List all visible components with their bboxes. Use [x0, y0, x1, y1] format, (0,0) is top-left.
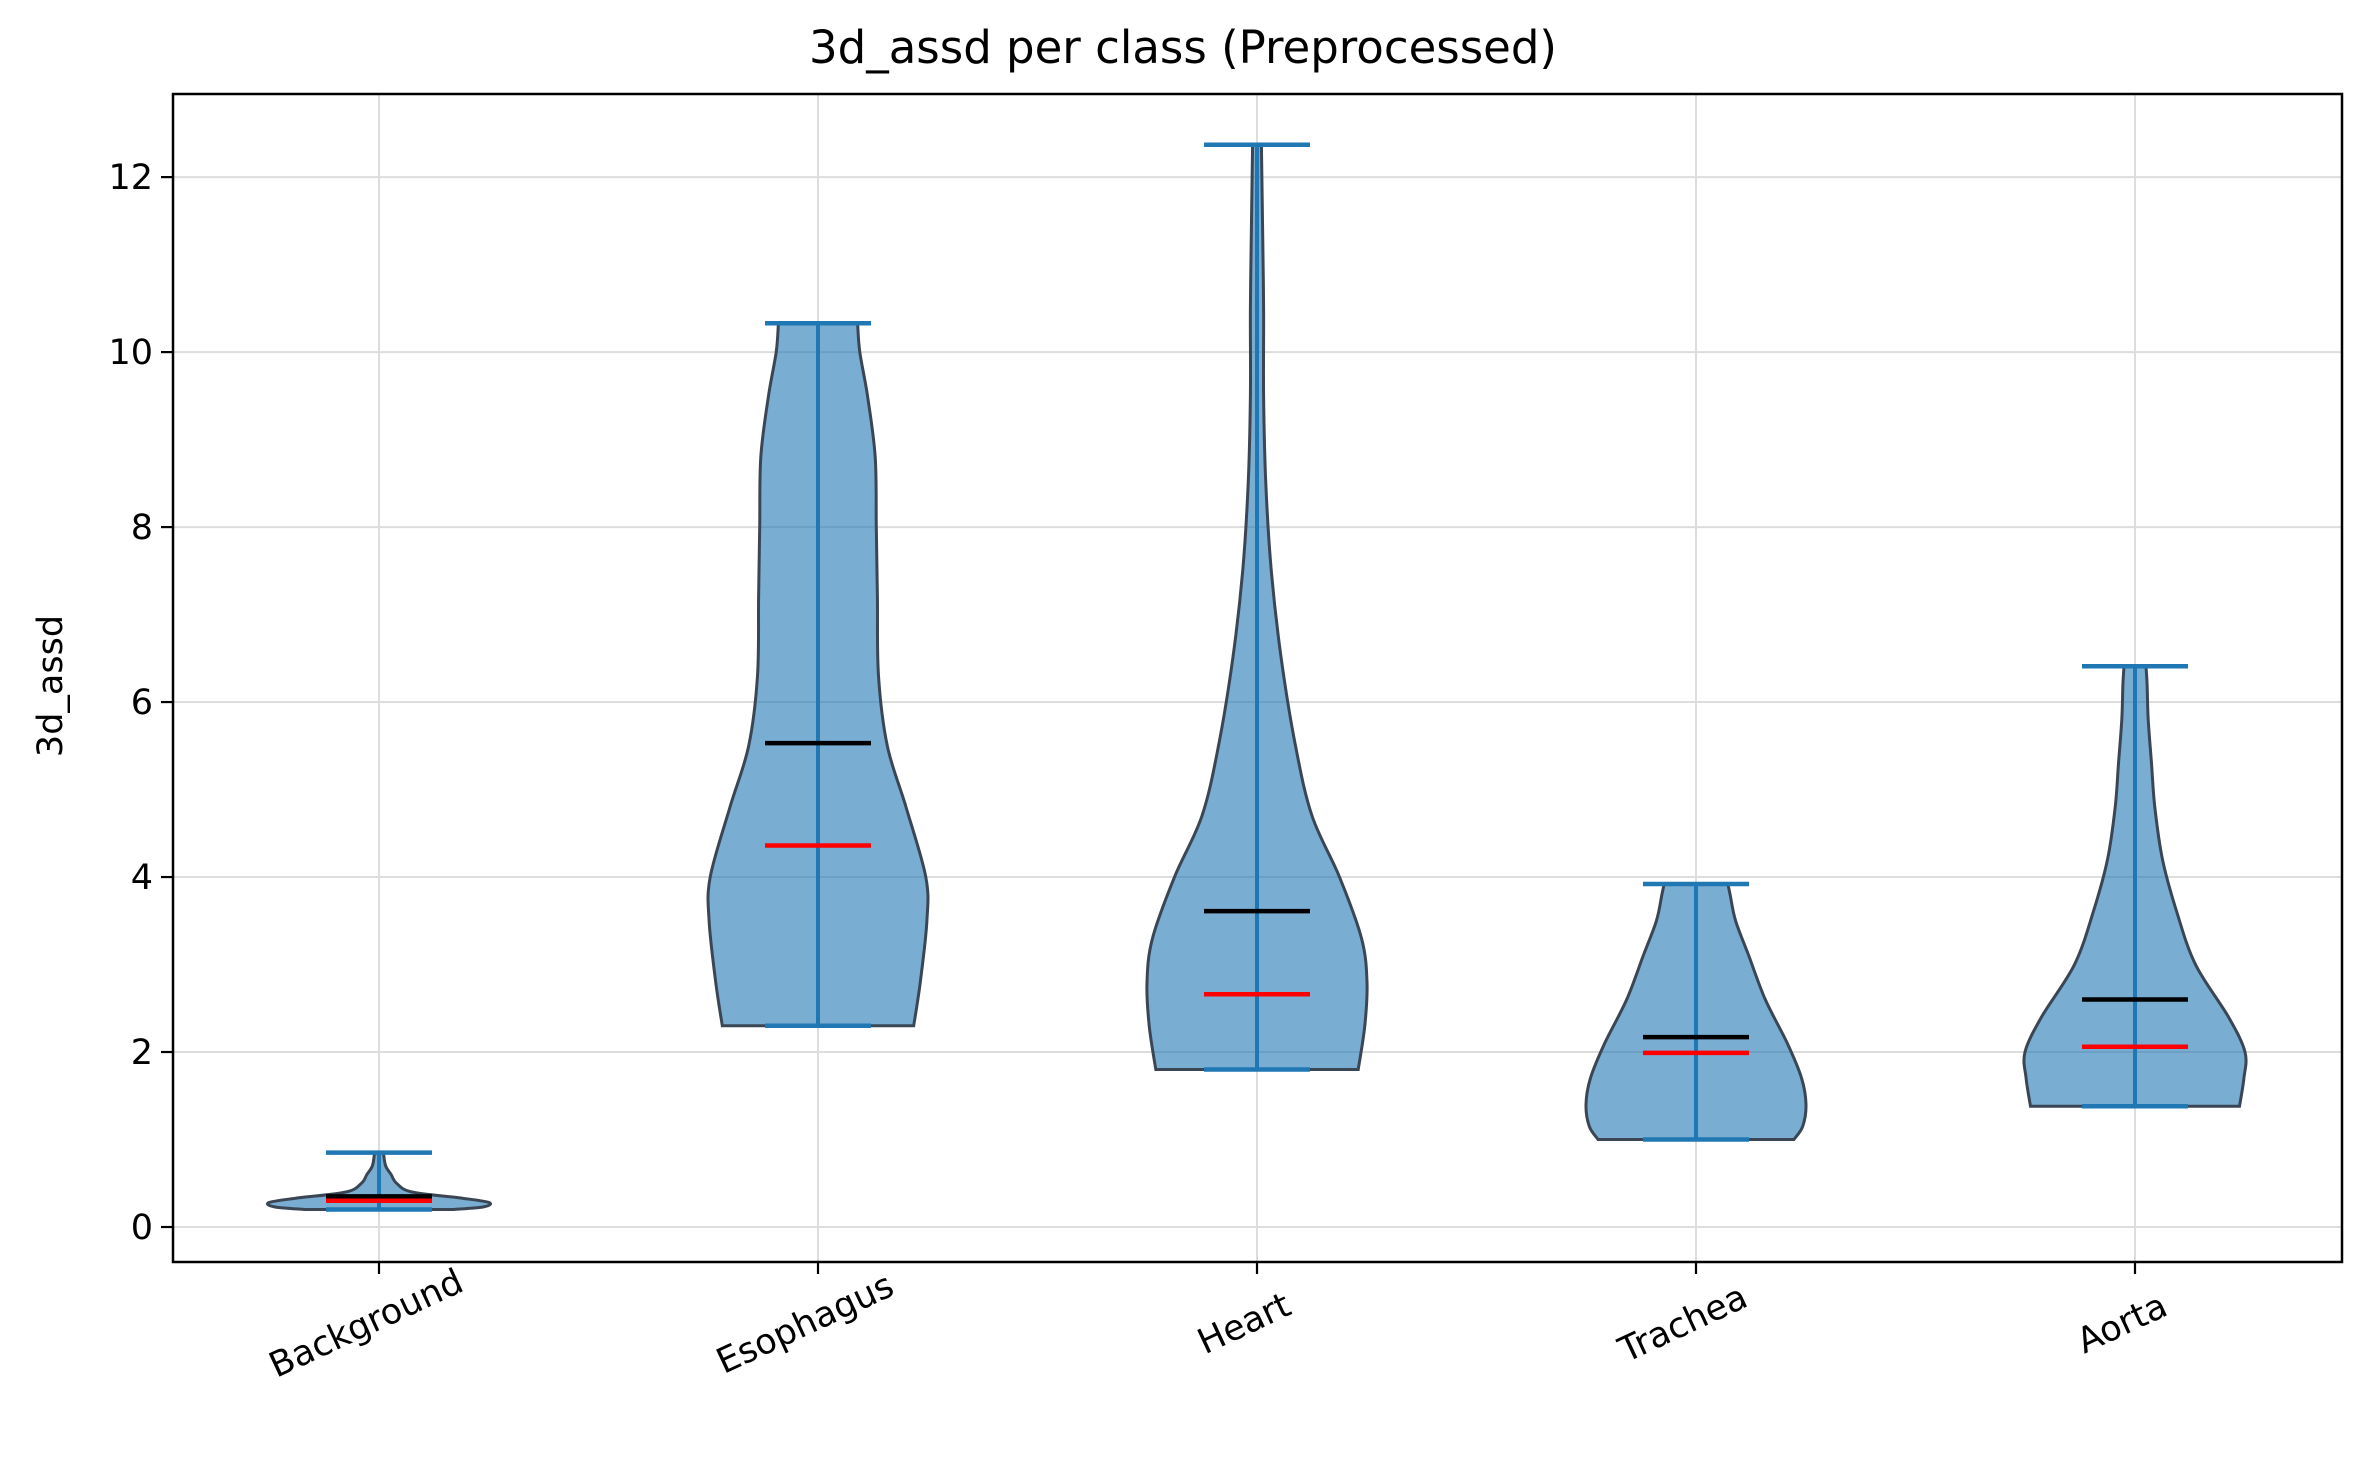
y-tick-label: 8 — [131, 508, 153, 548]
y-tick-label: 12 — [108, 158, 153, 198]
y-tick-label: 10 — [108, 333, 153, 373]
y-tick-label: 2 — [131, 1033, 153, 1073]
y-tick-label: 4 — [131, 858, 153, 898]
y-axis-label: 3d_assd — [31, 615, 71, 757]
chart-title: 3d_assd per class (Preprocessed) — [809, 21, 1557, 74]
y-tick-label: 6 — [131, 683, 153, 723]
y-tick-label: 0 — [131, 1208, 153, 1248]
stat-lines-layer — [326, 142, 2188, 1212]
